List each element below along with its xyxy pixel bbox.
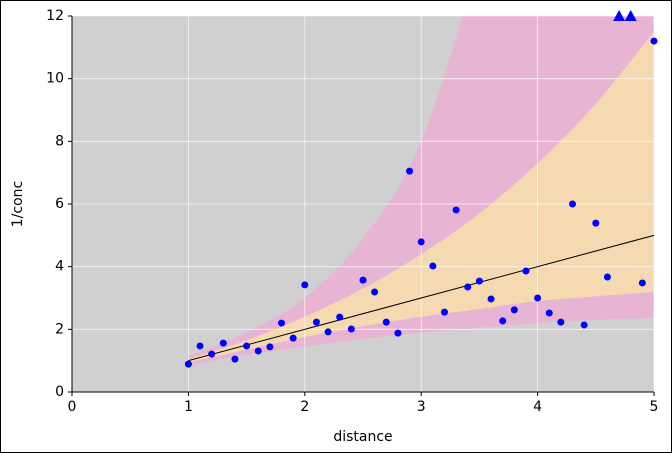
- data-point: [580, 321, 588, 329]
- data-point: [196, 342, 204, 350]
- data-point: [278, 319, 286, 327]
- x-tick-label: 2: [300, 399, 309, 415]
- data-point: [382, 318, 390, 326]
- data-point: [254, 347, 262, 355]
- data-point: [359, 276, 367, 284]
- y-tick-label: 8: [55, 133, 64, 149]
- out-of-range-marker: [613, 10, 626, 21]
- data-point: [417, 238, 425, 246]
- data-point: [266, 343, 274, 351]
- data-point: [638, 279, 646, 287]
- y-tick-label: 2: [55, 321, 64, 337]
- data-point: [440, 308, 448, 316]
- x-tick-label: 0: [68, 399, 77, 415]
- x-tick-label: 5: [650, 399, 659, 415]
- out-of-range-marker: [624, 10, 637, 21]
- data-point: [429, 262, 437, 270]
- x-tick-label: 3: [417, 399, 426, 415]
- data-point: [184, 360, 192, 368]
- data-point: [464, 283, 472, 291]
- data-point: [452, 206, 460, 214]
- data-point: [371, 288, 379, 296]
- x-tick-label: 1: [184, 399, 193, 415]
- data-point: [243, 342, 251, 350]
- data-point: [312, 318, 320, 326]
- data-point: [569, 200, 577, 208]
- data-point: [487, 295, 495, 303]
- data-point: [324, 328, 332, 336]
- data-point: [650, 37, 658, 45]
- data-point: [510, 306, 518, 314]
- y-axis-label: 1/conc: [10, 181, 26, 227]
- data-point: [592, 219, 600, 227]
- fit-line: [188, 234, 655, 362]
- data-point: [406, 167, 414, 175]
- data-point: [394, 329, 402, 337]
- data-point: [499, 317, 507, 325]
- data-point: [557, 318, 565, 326]
- data-point: [301, 281, 309, 289]
- y-tick-label: 4: [55, 259, 64, 275]
- x-axis-label: distance: [333, 429, 392, 445]
- data-point: [208, 350, 216, 358]
- data-point: [219, 339, 227, 347]
- data-point: [475, 277, 483, 285]
- data-point: [603, 273, 611, 281]
- data-point: [289, 334, 297, 342]
- data-point: [231, 355, 239, 363]
- data-point: [522, 267, 530, 275]
- data-point: [545, 309, 553, 317]
- data-point: [347, 325, 355, 333]
- y-tick-label: 6: [55, 196, 64, 212]
- x-tick-label: 4: [533, 399, 542, 415]
- y-tick-label: 10: [46, 71, 64, 87]
- y-tick-label: 12: [46, 8, 64, 24]
- y-tick-label: 0: [55, 384, 64, 400]
- data-point: [534, 294, 542, 302]
- data-point: [336, 313, 344, 321]
